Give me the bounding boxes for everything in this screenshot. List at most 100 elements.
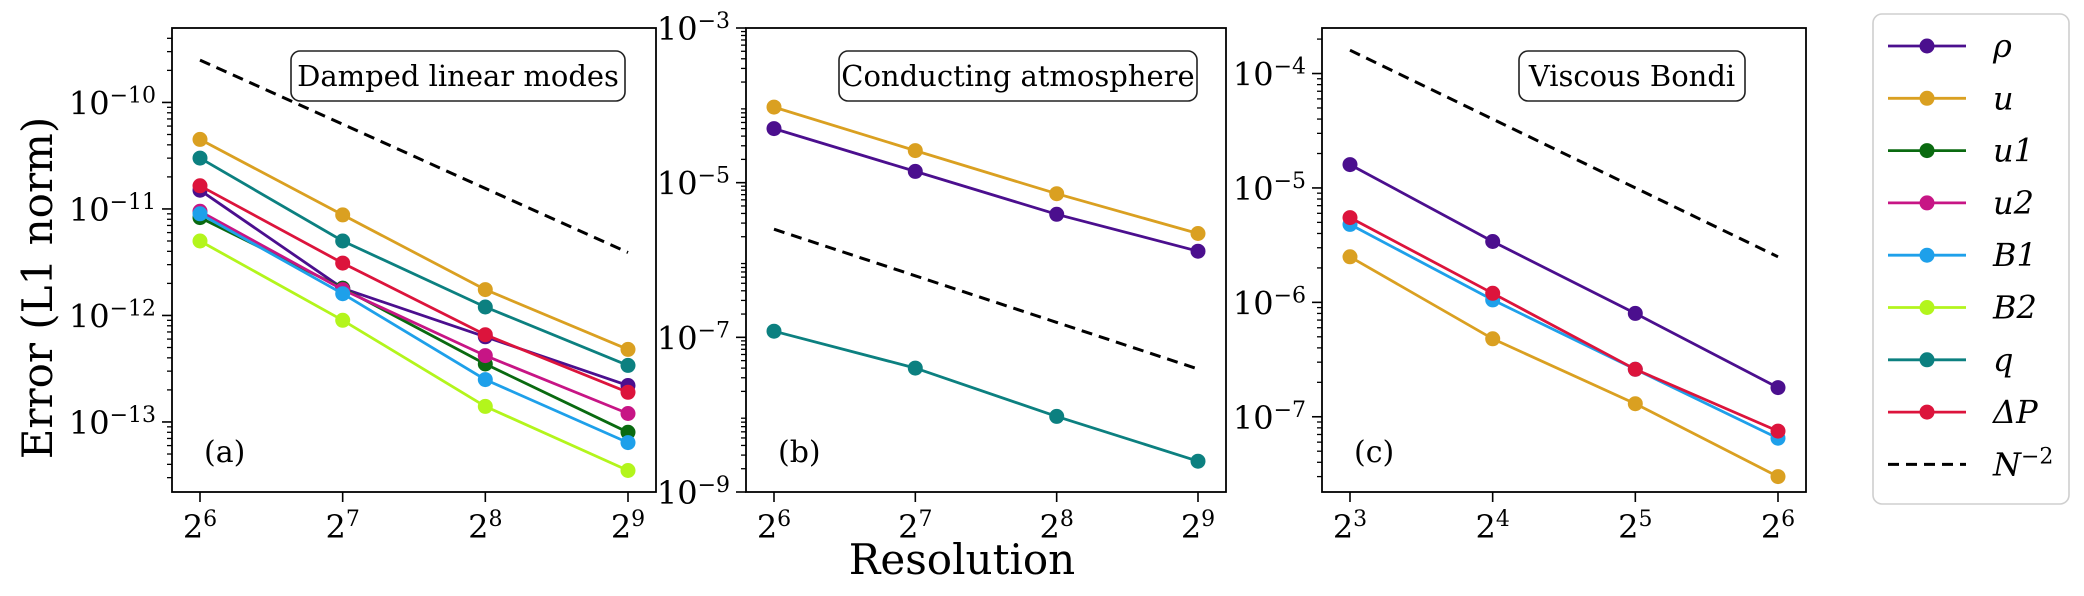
- y-tick-label: 10−4: [1233, 54, 1306, 94]
- data-point-rho: [1342, 157, 1358, 173]
- legend-marker: [1919, 300, 1935, 315]
- data-point-B1: [335, 286, 351, 302]
- y-tick-label: 10−13: [69, 402, 156, 442]
- data-point-B2: [620, 463, 636, 478]
- x-tick-label: 29: [1181, 507, 1215, 547]
- data-point-B2: [335, 312, 351, 328]
- data-point-u: [766, 99, 782, 115]
- legend-item-u: u: [1888, 79, 2014, 117]
- legend-item-dP: ΔP: [1888, 393, 2038, 431]
- data-point-u: [620, 341, 636, 357]
- chart-panel-2: 10−9 10−7 10−5 10−3 26 27 28 29 Conducting atmos…: [657, 9, 1227, 547]
- legend-marker: [1919, 143, 1935, 159]
- legend-marker: [1919, 90, 1935, 106]
- series-line-u: [773, 105, 1199, 235]
- legend-marker: [1919, 247, 1935, 263]
- y-tick-label: 10−9: [657, 473, 730, 513]
- legend-marker: [1919, 404, 1935, 420]
- legend-item-ref: N−2: [1888, 444, 2053, 484]
- data-point-rho: [1049, 206, 1065, 222]
- data-point-dP: [477, 327, 493, 343]
- data-point-B1: [477, 372, 493, 388]
- data-point-q: [620, 357, 636, 373]
- data-point-dP: [335, 255, 351, 271]
- legend-label: N−2: [1992, 444, 2053, 484]
- series-line-ref: [199, 58, 629, 254]
- data-point-rho: [1770, 380, 1786, 396]
- data-point-B1: [620, 435, 636, 451]
- y-tick-label: 10−7: [1233, 397, 1306, 437]
- y-tick-label: 10−11: [69, 189, 156, 229]
- data-point-rho: [907, 163, 923, 179]
- legend-label: ΔP: [1991, 393, 2038, 431]
- series-line-q: [199, 156, 629, 367]
- chart-panel-3: 10−7 10−6 10−5 10−4 23 24 25 26 Viscous Bondi (c): [1233, 27, 1807, 547]
- legend-item-B1: B1: [1888, 236, 2037, 274]
- x-tick-label: 27: [898, 507, 932, 547]
- plot-frame: [745, 27, 1227, 493]
- data-point-B1: [192, 206, 208, 222]
- panel-label: (b): [778, 435, 821, 470]
- data-point-q: [477, 299, 493, 315]
- series-line-q: [773, 329, 1199, 463]
- legend-label: B2: [1992, 289, 2037, 327]
- data-point-dP: [1342, 210, 1358, 226]
- y-tick-label: 10−5: [1233, 168, 1306, 208]
- data-point-dP: [1627, 361, 1643, 377]
- data-point-u: [907, 143, 923, 159]
- panel-title-box: [838, 50, 1198, 102]
- series-line-ref: [773, 227, 1199, 371]
- series-line-B1: [199, 212, 629, 444]
- x-axis-label: Resolution: [849, 535, 1075, 584]
- data-point-dP: [620, 384, 636, 400]
- series-line-ref: [1349, 48, 1779, 259]
- legend-item-rho: ρ: [1888, 27, 2012, 65]
- panel-title: Viscous Bondi: [1528, 59, 1735, 93]
- data-point-q: [766, 323, 782, 339]
- series-line-dP: [199, 184, 629, 394]
- data-point-u: [1049, 186, 1065, 202]
- legend-item-u2: u2: [1888, 184, 2034, 222]
- series-line-rho: [1349, 163, 1779, 389]
- series-line-rho: [773, 127, 1199, 253]
- plot-frame: [1321, 27, 1807, 493]
- series-line-u2: [199, 210, 629, 415]
- legend-label: u: [1993, 79, 2014, 117]
- x-tick-label: 26: [183, 507, 217, 547]
- data-point-u: [192, 131, 208, 147]
- series-line-dP: [1349, 216, 1779, 433]
- series-line-B2: [199, 239, 629, 472]
- data-point-u: [1342, 249, 1358, 265]
- y-axis-label: Error (L1 norm): [13, 117, 62, 460]
- data-point-u: [335, 207, 351, 223]
- y-tick-label: 10−12: [69, 296, 156, 336]
- series-line-rho: [199, 189, 629, 387]
- legend-item-u1: u1: [1888, 132, 2034, 170]
- legend: ρu u1 u2 B1 B2 q ΔP N−2: [1872, 13, 2070, 505]
- y-tick-label: 10−6: [1233, 283, 1306, 323]
- legend-label: q: [1993, 341, 2013, 379]
- x-tick-label: 26: [757, 507, 791, 547]
- x-tick-label: 26: [1761, 507, 1795, 547]
- chart-panel-1: 10−13 10−12 10−11 10−10 26 27 28 29 Damped linea…: [69, 27, 657, 547]
- panel-title-box: [290, 50, 626, 102]
- legend-label: u2: [1993, 184, 2034, 222]
- data-point-B2: [192, 233, 208, 249]
- x-tick-label: 29: [611, 507, 645, 547]
- data-point-rho: [1627, 305, 1643, 321]
- data-point-u: [1190, 226, 1206, 241]
- legend-label: u1: [1993, 132, 2034, 170]
- data-point-q: [335, 233, 351, 249]
- data-point-B2: [477, 398, 493, 414]
- data-point-u2: [620, 406, 636, 421]
- data-point-u: [1770, 469, 1786, 485]
- panel-label: (a): [204, 435, 245, 470]
- legend-label: ρ: [1992, 27, 2012, 65]
- series-line-B1: [1349, 223, 1779, 440]
- data-point-q: [1190, 453, 1206, 469]
- data-point-rho: [1485, 234, 1501, 249]
- series-line-u: [1349, 255, 1779, 478]
- legend-box: [1872, 13, 2070, 505]
- plot-frame: [171, 27, 657, 493]
- data-point-dP: [192, 178, 208, 194]
